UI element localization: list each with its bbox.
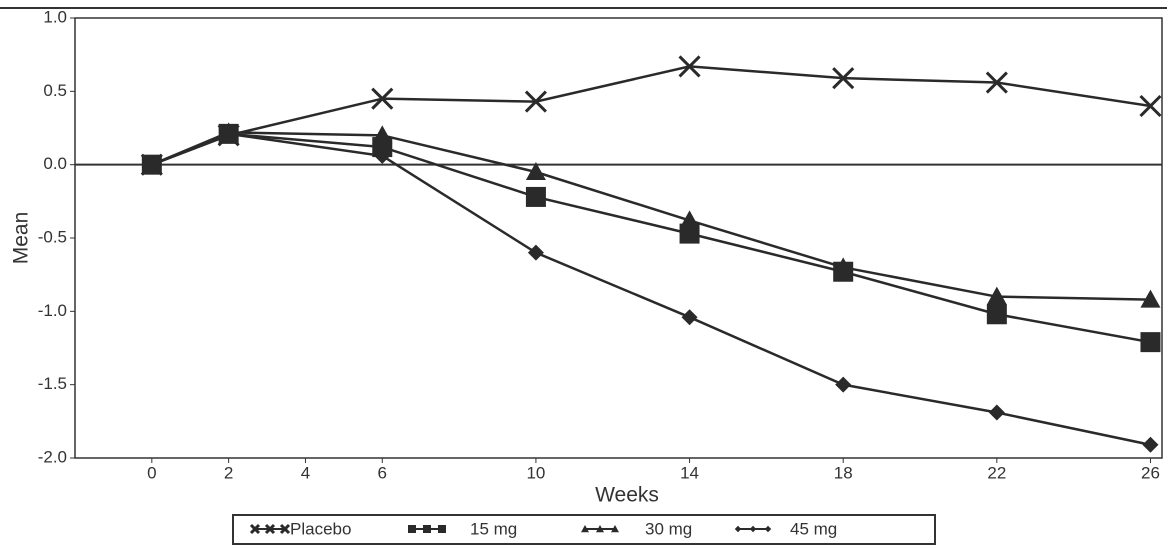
marker (1140, 289, 1161, 308)
marker (679, 210, 700, 229)
marker (833, 257, 854, 276)
marker (679, 223, 700, 244)
legend-box (232, 514, 936, 545)
y-tick-label: -1.5 (38, 374, 67, 393)
marker (749, 525, 757, 533)
legend-label: 15 mg (470, 519, 517, 538)
marker (264, 523, 276, 535)
x-tick-label: 10 (526, 463, 545, 482)
marker (525, 162, 546, 180)
legend-label: Placebo (290, 519, 351, 538)
marker (525, 186, 546, 207)
y-tick-label: -1.0 (38, 301, 67, 320)
marker (423, 525, 431, 533)
marker (371, 87, 394, 110)
marker (596, 525, 604, 533)
marker (1139, 94, 1162, 118)
y-tick-label: -0.5 (38, 227, 67, 246)
marker (678, 55, 701, 78)
series-line (151, 131, 1151, 301)
y-tick-label: 0.5 (43, 81, 67, 100)
marker (279, 523, 291, 535)
x-tick-label: 6 (378, 463, 387, 482)
marker (988, 404, 1005, 421)
marker (372, 125, 393, 144)
x-tick-label: 14 (680, 463, 699, 482)
y-tick-label: 1.0 (43, 7, 67, 26)
y-tick-label: -2.0 (38, 447, 67, 466)
marker (764, 525, 772, 533)
marker (681, 309, 698, 326)
marker (527, 244, 544, 261)
x-axis-title: Weeks (595, 484, 659, 507)
y-tick-label: 0.0 (43, 154, 67, 173)
marker (408, 525, 416, 533)
marker (581, 525, 589, 533)
marker (249, 523, 261, 535)
x-tick-label: 22 (987, 463, 1006, 482)
x-tick-label: 18 (834, 463, 853, 482)
x-tick-label: 0 (147, 463, 156, 482)
y-axis-title: Mean (10, 212, 33, 265)
marker (611, 525, 619, 533)
series-line (151, 65, 1151, 166)
series-line (151, 132, 1151, 344)
marker (986, 286, 1007, 305)
x-tick-label: 2 (224, 463, 233, 482)
marker (986, 304, 1007, 325)
marker (1140, 332, 1161, 353)
marker (835, 376, 852, 393)
marker (438, 525, 446, 533)
marker (143, 156, 160, 173)
x-tick-label: 4 (301, 463, 310, 482)
marker (734, 525, 742, 533)
marker (374, 147, 391, 164)
legend-label: 45 mg (790, 519, 837, 538)
marker (524, 90, 547, 113)
legend-label: 30 mg (645, 519, 692, 538)
series-line (151, 132, 1151, 447)
x-tick-label: 26 (1141, 463, 1160, 482)
marker (832, 67, 855, 90)
marker (985, 71, 1008, 94)
marker (1142, 436, 1159, 453)
marker (220, 125, 237, 142)
